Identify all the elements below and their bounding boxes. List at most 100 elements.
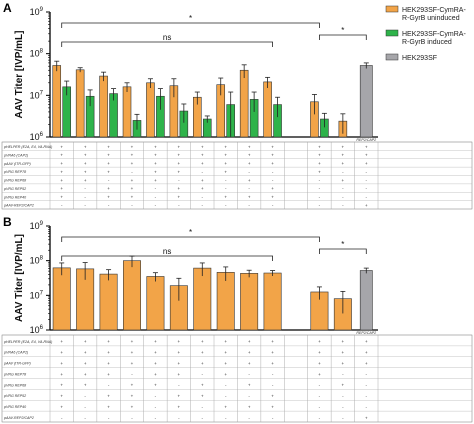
bar bbox=[359, 270, 373, 331]
significance-label: * bbox=[341, 26, 344, 35]
bar bbox=[359, 65, 373, 138]
table-cell: + bbox=[224, 144, 227, 149]
table-cell: + bbox=[248, 361, 251, 366]
table-cell: + bbox=[107, 339, 110, 344]
table-cell: - bbox=[155, 404, 157, 409]
table-cell: - bbox=[342, 415, 344, 420]
table-cell: + bbox=[224, 361, 227, 366]
table-cell: + bbox=[271, 186, 274, 191]
table-cell: + bbox=[342, 161, 345, 166]
table-cell: + bbox=[365, 339, 368, 344]
table-cell: - bbox=[84, 404, 86, 409]
table-cell: + bbox=[178, 195, 181, 200]
chart-panel-a: 106 107 108 109 AAV Titer [IVP/mL] ns * * bbox=[14, 7, 378, 142]
table-cell: + bbox=[131, 404, 134, 409]
table-cell: + bbox=[84, 361, 87, 366]
table-cell: + bbox=[178, 186, 181, 191]
y-tick-label: 108 bbox=[30, 49, 44, 59]
table-row-label: pVRG REP52 bbox=[3, 394, 26, 398]
table-cell: - bbox=[366, 169, 368, 174]
table-cell: + bbox=[107, 361, 110, 366]
table-cell: - bbox=[248, 169, 250, 174]
table-cell: + bbox=[342, 339, 345, 344]
table-row-label: pVRG REP78 bbox=[3, 170, 26, 174]
table-cell: + bbox=[84, 372, 87, 377]
table-cell: + bbox=[271, 394, 274, 399]
table-cell: + bbox=[131, 195, 134, 200]
table-cell: + bbox=[201, 361, 204, 366]
table-cell: + bbox=[248, 153, 251, 158]
table-cell: + bbox=[201, 178, 204, 183]
table-cell: - bbox=[225, 178, 227, 183]
table-cell: + bbox=[201, 350, 204, 355]
table-cell: + bbox=[271, 161, 274, 166]
y-tick-label: 109 bbox=[30, 221, 44, 231]
table-cell: - bbox=[155, 203, 157, 208]
table-cell: + bbox=[154, 144, 157, 149]
table-cell: - bbox=[319, 195, 321, 200]
table-cell: + bbox=[178, 404, 181, 409]
bar bbox=[239, 69, 249, 138]
bar bbox=[52, 65, 62, 138]
table-cell: - bbox=[319, 404, 321, 409]
table-cell: + bbox=[365, 203, 368, 208]
table-cell: + bbox=[84, 161, 87, 166]
significance-bracket bbox=[319, 248, 367, 254]
table-cell: + bbox=[154, 339, 157, 344]
significance-bracket bbox=[61, 236, 320, 242]
table-cell: + bbox=[318, 350, 321, 355]
table-cell: + bbox=[224, 339, 227, 344]
table-cell: - bbox=[155, 415, 157, 420]
table-cell: - bbox=[178, 383, 180, 388]
table-cell: - bbox=[108, 383, 110, 388]
table-row-label: pVRG REP52 bbox=[3, 187, 26, 191]
bar bbox=[52, 267, 71, 331]
table-cell: - bbox=[272, 383, 274, 388]
table-cell: + bbox=[131, 350, 134, 355]
table-cell: - bbox=[155, 195, 157, 200]
table-cell: - bbox=[272, 203, 274, 208]
table-cell: + bbox=[201, 144, 204, 149]
table-cell: + bbox=[60, 161, 63, 166]
panel-label-b: B bbox=[3, 215, 12, 229]
table-row-label: pHELPER (E2A, E4, VA-RNA) bbox=[3, 145, 52, 149]
significance-bracket bbox=[61, 22, 320, 28]
table-cell: + bbox=[248, 178, 251, 183]
table-cell: + bbox=[365, 361, 368, 366]
table-cell: + bbox=[154, 361, 157, 366]
significance-label: * bbox=[189, 14, 192, 23]
significance-label: ns bbox=[163, 247, 171, 256]
table-cell: - bbox=[84, 394, 86, 399]
table-cell: + bbox=[131, 161, 134, 166]
table-cell: + bbox=[224, 372, 227, 377]
table-cell: + bbox=[178, 361, 181, 366]
table-special-label: REP2/CAP2 bbox=[356, 138, 376, 142]
table-cell: - bbox=[272, 372, 274, 377]
table-cell: - bbox=[202, 372, 204, 377]
significance-bracket bbox=[61, 41, 273, 47]
bar bbox=[146, 276, 165, 331]
table-cell: + bbox=[271, 144, 274, 149]
table-cell: - bbox=[108, 203, 110, 208]
table-cell: + bbox=[84, 339, 87, 344]
table-cell: + bbox=[131, 178, 134, 183]
table-cell: - bbox=[131, 203, 133, 208]
table-cell: + bbox=[201, 394, 204, 399]
table-cell: - bbox=[225, 383, 227, 388]
bar bbox=[146, 82, 155, 138]
table-cell: - bbox=[61, 415, 63, 420]
table-special-label: REP2/CAP2 bbox=[356, 331, 376, 335]
table-cell: + bbox=[60, 153, 63, 158]
table-cell: - bbox=[342, 195, 344, 200]
table-cell: + bbox=[201, 383, 204, 388]
table-cell: + bbox=[365, 350, 368, 355]
table-cell: + bbox=[178, 350, 181, 355]
table-cell: + bbox=[342, 361, 345, 366]
table-cell: + bbox=[248, 383, 251, 388]
table-cell: + bbox=[154, 161, 157, 166]
table-cell: + bbox=[224, 404, 227, 409]
bar bbox=[240, 273, 259, 331]
table-cell: + bbox=[131, 153, 134, 158]
legend-label: R-GyrB uninduced bbox=[402, 15, 460, 22]
table-cell: + bbox=[154, 169, 157, 174]
